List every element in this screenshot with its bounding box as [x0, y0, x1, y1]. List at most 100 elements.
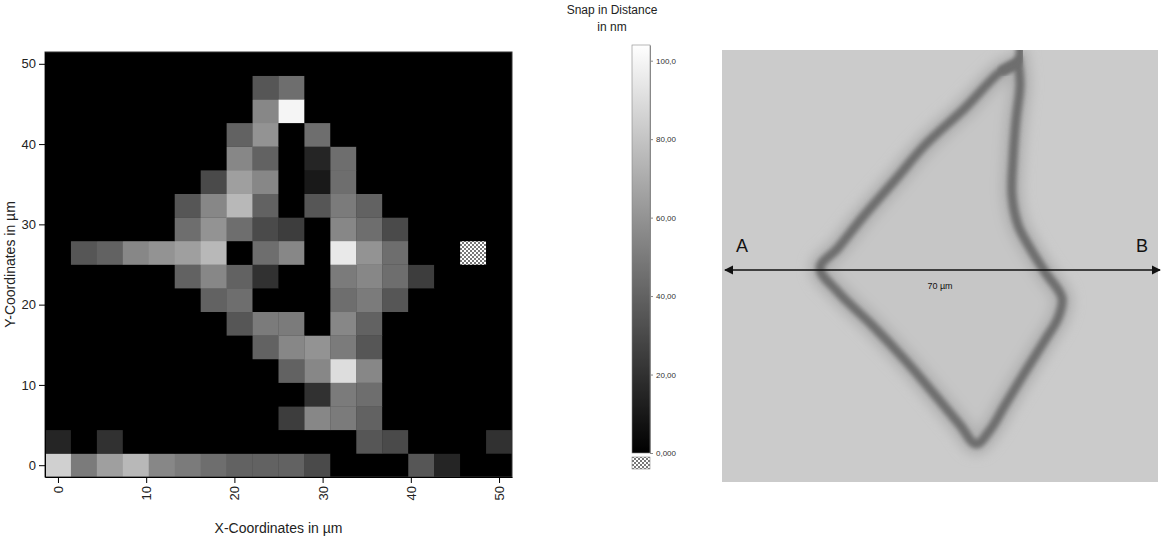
heatmap-cell — [408, 288, 434, 312]
heatmap-cell — [123, 194, 149, 218]
heatmap-cell — [304, 217, 330, 241]
heatmap-cell — [227, 335, 253, 359]
heatmap-cell — [408, 406, 434, 430]
colorbar-tick: 20,00 — [650, 371, 677, 380]
heatmap-cell — [201, 406, 227, 430]
heatmap-cell — [279, 241, 305, 265]
heatmap-cell — [382, 288, 408, 312]
heatmap-cell — [149, 335, 175, 359]
heatmap-cell — [486, 52, 512, 76]
heatmap-cell — [253, 383, 279, 407]
length-label: 70 µm — [927, 281, 952, 291]
x-axis-title: X-Coordinates in µm — [215, 520, 343, 536]
particle-outline-top — [1000, 50, 1020, 72]
heatmap-cell — [149, 288, 175, 312]
heatmap-cell — [201, 430, 227, 454]
colorbar-tick: 0,000 — [650, 449, 677, 458]
heatmap-cell — [330, 146, 356, 170]
heatmap-cell — [253, 335, 279, 359]
colorbar-tick-label: 100,0 — [656, 57, 677, 66]
heatmap-cell — [71, 312, 97, 336]
y-tick: 20 — [22, 297, 45, 312]
heatmap-cell — [434, 383, 460, 407]
heatmap-cell — [279, 217, 305, 241]
heatmap-cell — [356, 52, 382, 76]
heatmap-cell — [149, 359, 175, 383]
heatmap-cell — [71, 217, 97, 241]
heatmap-cell — [382, 170, 408, 194]
micrograph — [722, 50, 1158, 482]
heatmap-cell — [304, 312, 330, 336]
heatmap-cell — [356, 430, 382, 454]
x-tick-label: 30 — [316, 486, 331, 500]
heatmap-cell — [434, 99, 460, 123]
heatmap-cell — [253, 312, 279, 336]
y-tick: 0 — [29, 458, 45, 473]
heatmap-cell — [460, 241, 486, 265]
heatmap-cell — [253, 99, 279, 123]
heatmap-cell — [123, 430, 149, 454]
heatmap-cell — [253, 453, 279, 477]
heatmap-cell — [71, 76, 97, 100]
heatmap-cell — [149, 217, 175, 241]
heatmap-cell — [71, 146, 97, 170]
heatmap-cell — [97, 312, 123, 336]
heatmap-cell — [45, 406, 71, 430]
y-axis-line — [45, 53, 46, 478]
x-tick-label: 0 — [51, 486, 66, 493]
heatmap-cell — [253, 265, 279, 289]
heatmap-cell — [382, 265, 408, 289]
heatmap-cell — [434, 170, 460, 194]
heatmap-cell — [97, 406, 123, 430]
heatmap-cell — [382, 312, 408, 336]
heatmap-cell — [97, 52, 123, 76]
measure-arrow — [725, 269, 1160, 270]
heatmap-cell — [460, 123, 486, 147]
heatmap-cell — [330, 312, 356, 336]
x-tick-label: 50 — [492, 486, 507, 500]
heatmap-cell — [71, 453, 97, 477]
heatmap-cell — [45, 288, 71, 312]
heatmap-cell — [304, 265, 330, 289]
heatmap-cell — [175, 312, 201, 336]
y-tick-mark — [39, 144, 45, 145]
colorbar-axis-line — [650, 46, 651, 454]
heatmap-cell — [486, 194, 512, 218]
heatmap-cell — [356, 335, 382, 359]
heatmap-cell — [330, 217, 356, 241]
heatmap-cell — [175, 99, 201, 123]
heatmap-cell — [434, 146, 460, 170]
heatmap-cell — [123, 99, 149, 123]
heatmap-cell — [123, 170, 149, 194]
heatmap-cell — [434, 430, 460, 454]
heatmap-cell — [279, 170, 305, 194]
heatmap-cell — [279, 406, 305, 430]
x-tick-label: 10 — [139, 486, 154, 500]
heatmap-cell — [201, 217, 227, 241]
heatmap-cell — [279, 52, 305, 76]
heatmap-cell — [123, 123, 149, 147]
heatmap-cell — [149, 52, 175, 76]
heatmap-cell — [382, 406, 408, 430]
y-tick: 50 — [22, 56, 45, 71]
heatmap-cell — [253, 194, 279, 218]
missing-swatch — [632, 457, 650, 469]
colorbar-tick: 80,00 — [650, 135, 677, 144]
heatmap-cell — [149, 430, 175, 454]
micrograph-background — [722, 50, 1158, 482]
x-tick-mark — [411, 477, 412, 483]
heatmap-cell — [304, 288, 330, 312]
heatmap-cell — [71, 170, 97, 194]
heatmap-cell — [434, 335, 460, 359]
heatmap-cell — [382, 52, 408, 76]
colorbar-tick: 100,0 — [650, 57, 677, 66]
colorbar-tick-mark — [650, 61, 653, 62]
heatmap-cell — [45, 241, 71, 265]
x-tick-mark — [234, 477, 235, 483]
heatmap-cell — [71, 265, 97, 289]
colorbar-title: in nm — [597, 20, 626, 34]
heatmap-cell — [201, 99, 227, 123]
heatmap-cell — [149, 383, 175, 407]
heatmap-cell — [408, 383, 434, 407]
heatmap-cell — [434, 241, 460, 265]
